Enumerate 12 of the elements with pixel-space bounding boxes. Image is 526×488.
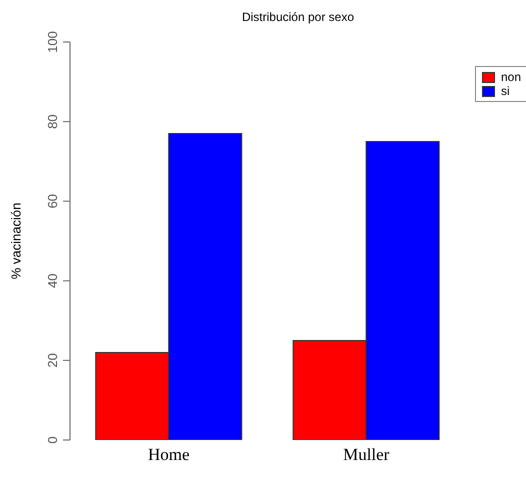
x-tick-label: Muller [343, 445, 390, 464]
x-tick-label: Home [148, 445, 190, 464]
y-tick-label: 60 [45, 194, 60, 208]
y-tick-label: 80 [45, 114, 60, 129]
legend-label: si [500, 84, 510, 98]
chart-title: Distribución por sexo [240, 10, 356, 24]
y-tick-label: 0 [45, 436, 60, 444]
y-tick-label: 40 [45, 274, 60, 288]
y-tick-label: 100 [45, 31, 60, 53]
y-tick-label: 20 [45, 353, 60, 368]
legend-label: non [500, 70, 521, 84]
y-axis-title: % vacinación [8, 202, 24, 280]
